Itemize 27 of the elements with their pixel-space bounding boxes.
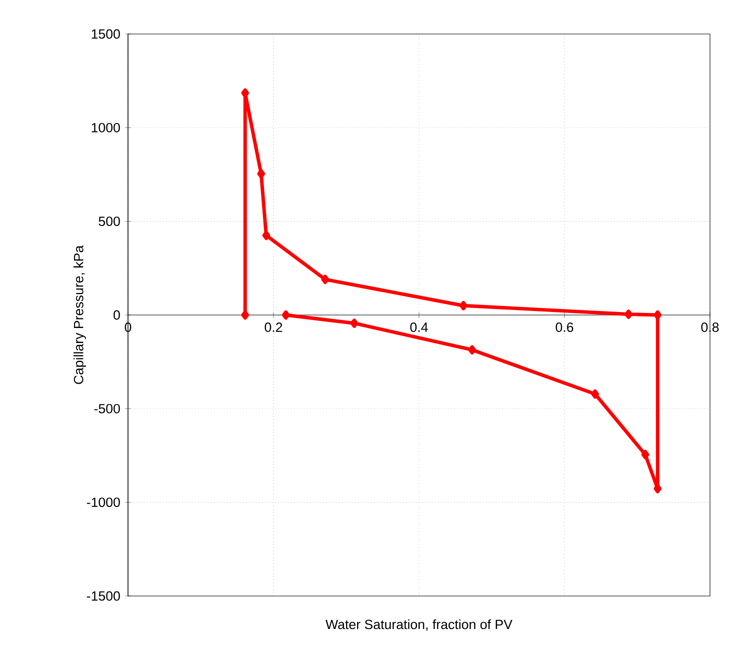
point	[654, 310, 662, 320]
y-tick-label: 500	[98, 216, 120, 226]
point	[468, 345, 476, 354]
y-tick-label: -500	[94, 404, 120, 414]
y-tick-label: 1000	[92, 122, 120, 132]
x-axis-title: Water Saturation, fraction of PV	[326, 619, 512, 631]
point	[624, 310, 632, 319]
point	[257, 169, 266, 178]
point	[321, 274, 330, 284]
y-tick-label: 0	[114, 310, 120, 320]
point	[591, 389, 599, 399]
y-axis-title: Capillary Pressure, kPa	[74, 245, 86, 384]
x-tick-label: 0.4	[410, 322, 428, 332]
x-tick-label: 0.2	[264, 322, 282, 332]
point	[282, 310, 290, 320]
y-tick-label: -1500	[86, 591, 120, 601]
point	[654, 484, 662, 494]
point	[459, 300, 468, 310]
point	[641, 450, 650, 460]
x-tick-label: 0.6	[556, 322, 574, 332]
point	[241, 310, 250, 320]
y-tick-label: 1500	[92, 29, 120, 39]
point	[262, 230, 270, 240]
x-tick-label: 0.8	[701, 322, 719, 332]
point	[350, 318, 358, 328]
point	[241, 88, 250, 98]
y-tick-label: -1000	[86, 498, 120, 508]
